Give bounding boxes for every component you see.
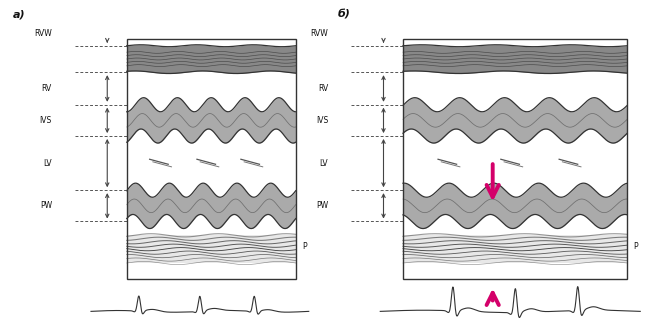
Text: PW: PW (316, 201, 328, 210)
Bar (127, 39, 296, 279)
Bar (127, 39, 296, 279)
Text: RV: RV (318, 84, 328, 93)
Text: PW: PW (40, 201, 52, 210)
Text: б): б) (338, 10, 351, 20)
Text: RVW: RVW (311, 29, 328, 38)
Text: LV: LV (44, 159, 52, 168)
Text: RV: RV (42, 84, 52, 93)
Text: P: P (302, 242, 307, 251)
Bar (403, 39, 627, 279)
Text: RVW: RVW (34, 29, 52, 38)
Bar (403, 39, 627, 279)
Text: IVS: IVS (40, 116, 52, 125)
Text: а): а) (13, 10, 25, 20)
Text: LV: LV (320, 159, 328, 168)
Text: IVS: IVS (316, 116, 328, 125)
Text: P: P (634, 242, 638, 251)
